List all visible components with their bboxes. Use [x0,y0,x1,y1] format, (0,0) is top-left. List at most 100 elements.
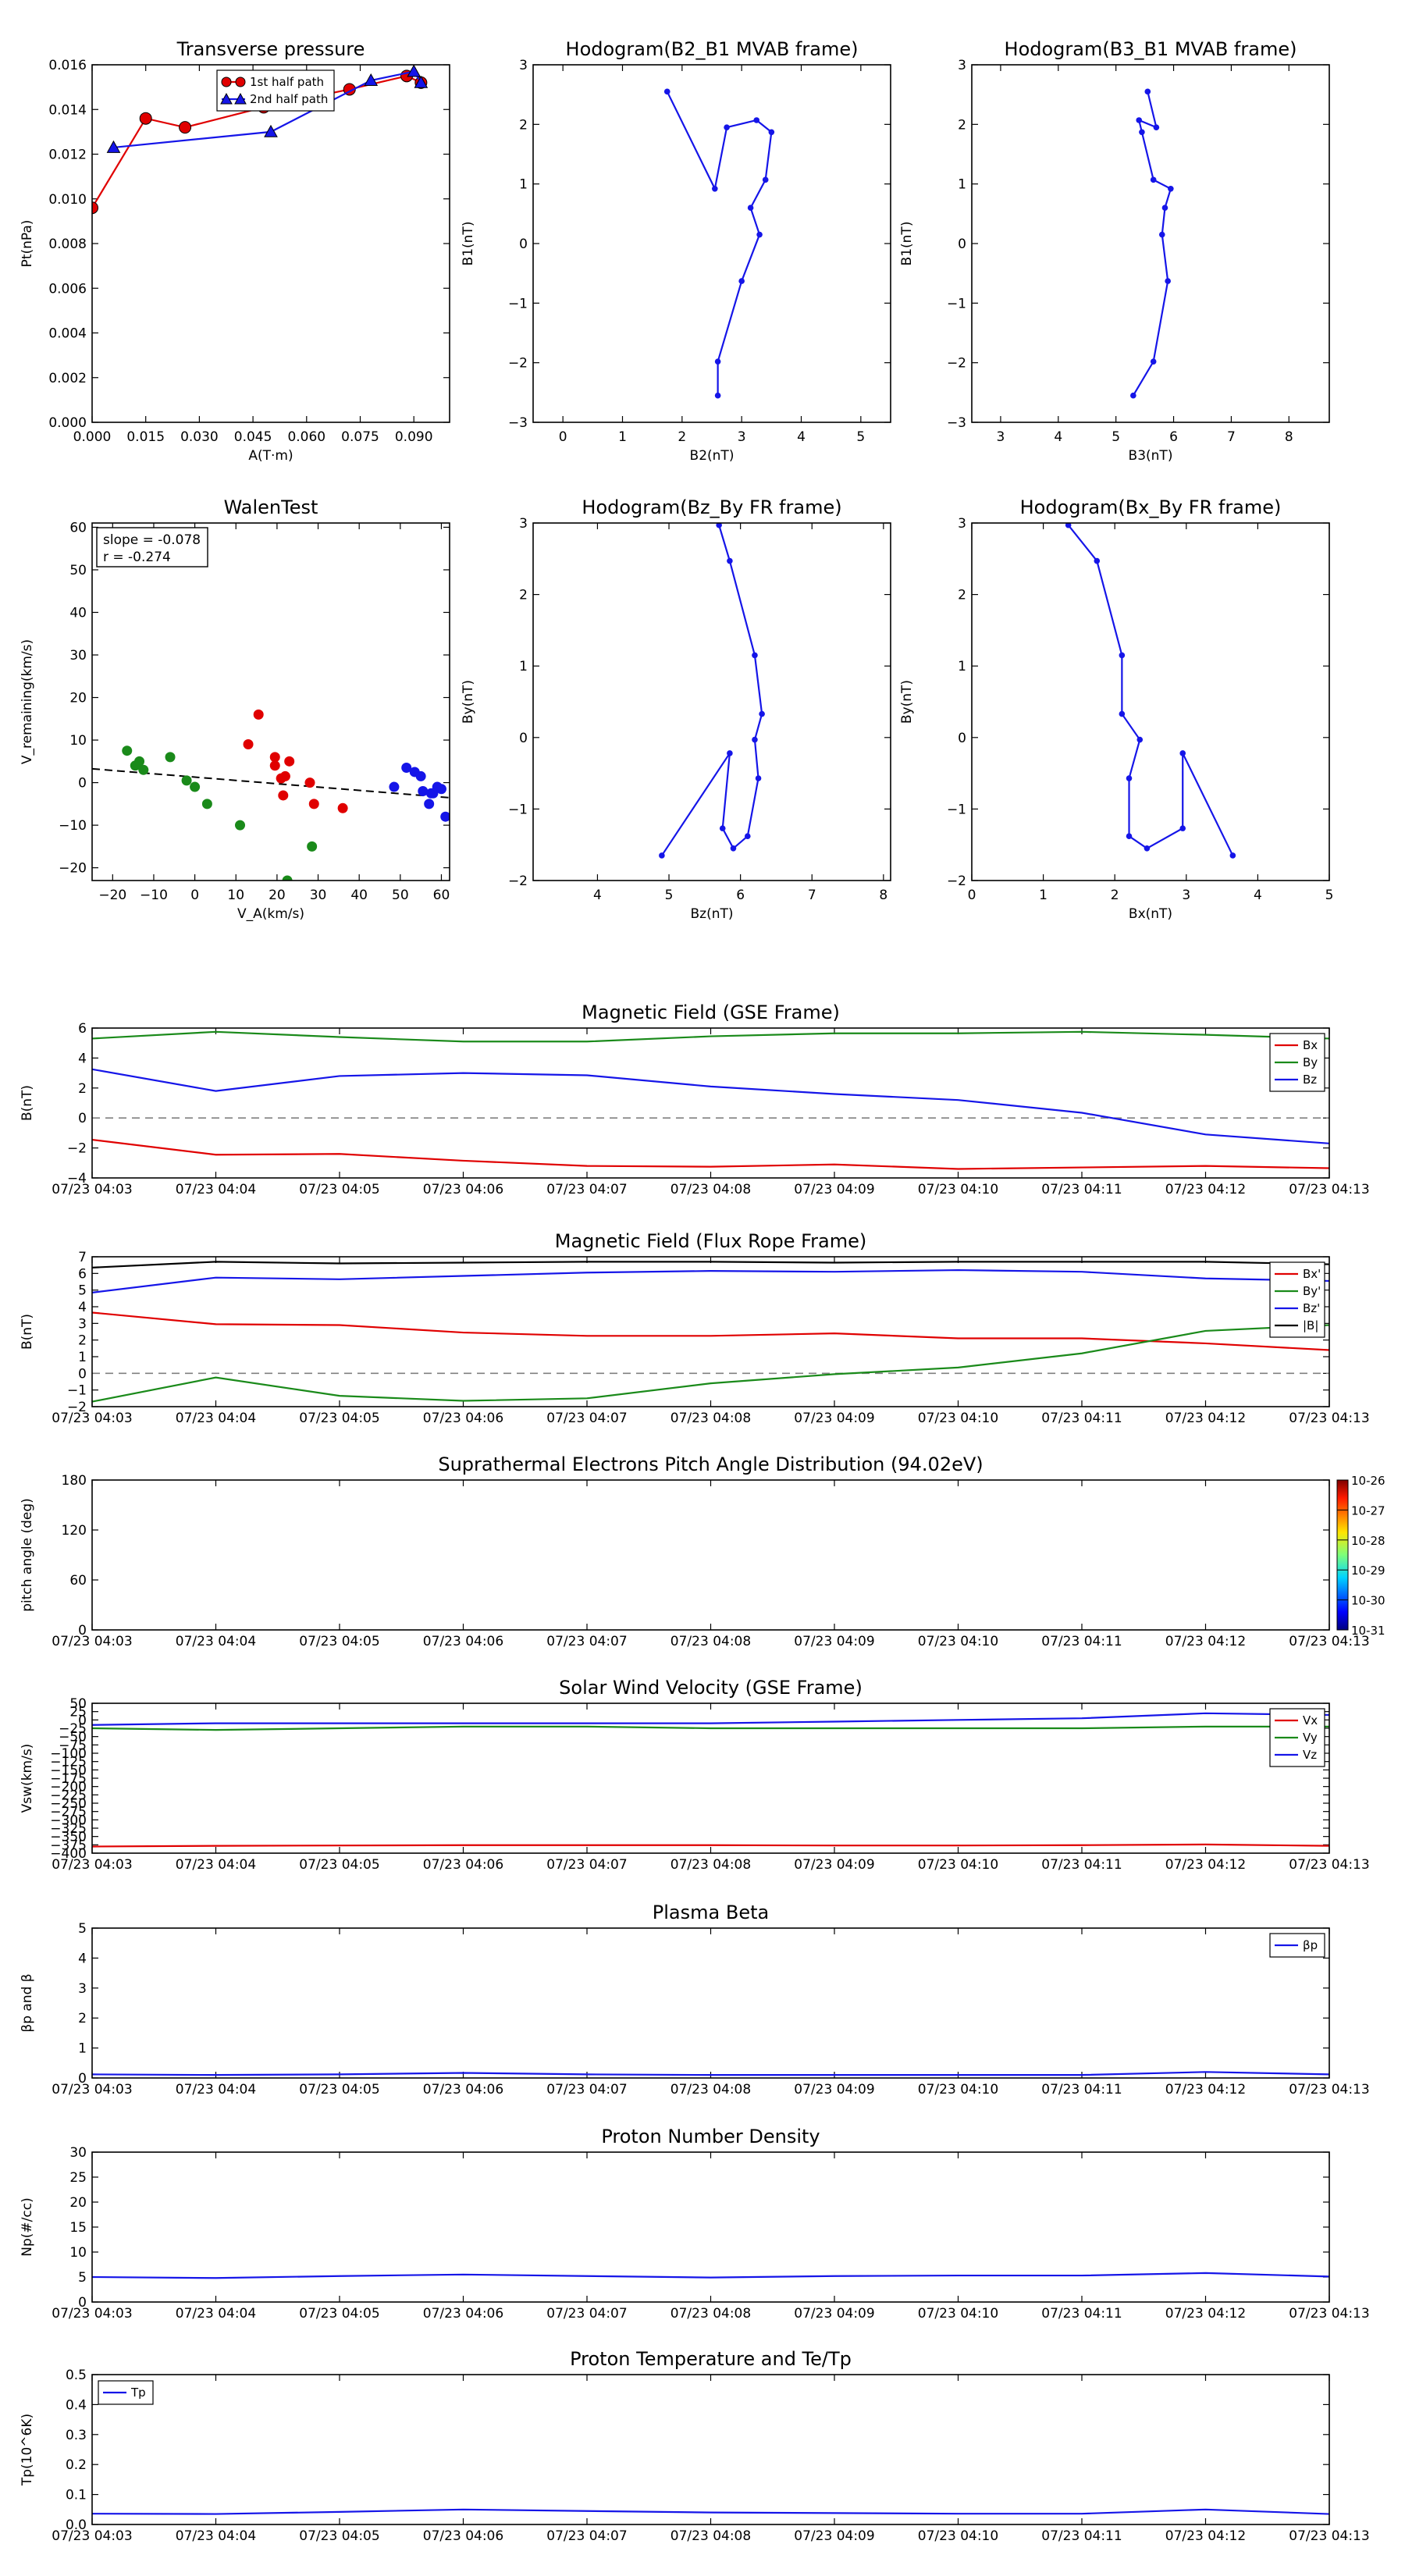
x-tick-label: 07/23 04:13 [1289,2082,1369,2097]
data-point [714,358,721,365]
data-point [1168,185,1174,192]
series-line-βp [92,2071,1329,2076]
colorbar-label: 10-30 [1351,1594,1385,1608]
x-tick-label: 6 [1169,429,1178,445]
y-tick-label: −400 [50,1846,87,1862]
data-point [364,73,379,86]
axes-frame [971,522,1330,881]
x-tick-label: 07/23 04:10 [918,1857,998,1873]
axes-frame [91,1927,1330,2079]
x-tick-label: 4 [593,888,602,903]
data-point [768,129,775,136]
y-tick-label: −1 [508,296,528,311]
axes-frame [91,2374,1330,2525]
data-point [1165,278,1171,284]
chart-np: Proton Number Density 07/23 04:03 07/23 04… [20,2126,1370,2322]
scatter-point [415,770,426,781]
chart-h2: Hodogram(B3_B1 MVAB frame) 3 4 5 6 7 8 −3 −2 −1 0 1… [899,38,1330,464]
data-point [712,185,718,192]
x-tick-label: 07/23 04:08 [670,1182,751,1197]
x-tick-label: 07/23 04:05 [299,1634,379,1649]
chart-title: Hodogram(B3_B1 MVAB frame) [1005,38,1297,60]
y-tick-label: 0.014 [48,102,87,118]
x-tick-label: 07/23 04:08 [670,1857,751,1873]
chart-pad: Suprathermal Electrons Pitch Angle Distr… [20,1453,1385,1649]
x-tick-label: 6 [736,888,745,903]
x-tick-label: 07/23 04:07 [546,1182,627,1197]
data-point [1150,176,1157,183]
y-tick-label: 10 [69,733,87,749]
x-tick-label: 5 [665,888,674,903]
colorbar-label: 10-28 [1351,1534,1385,1548]
series-line-By' [92,1324,1329,1403]
x-tick-label: 07/23 04:06 [423,2082,503,2097]
series-line-Tp [92,2508,1329,2515]
y-tick-label: −200 [50,1780,87,1795]
legend-label: 1st half path [250,75,324,89]
plot-area [92,2508,1329,2515]
x-tick-label: 07/23 04:11 [1041,2528,1122,2544]
data-point [139,112,152,125]
y-tick-label: −350 [50,1830,87,1845]
legend-label: βp [1303,1938,1318,1952]
axes-frame [91,1479,1330,1631]
y-tick-label: 50 [69,563,87,578]
y-tick-label: 0 [78,2071,87,2087]
legend-label: Tp [130,2386,146,2400]
chart-title: Hodogram(Bz_By FR frame) [582,496,841,518]
x-tick-label: 07/23 04:09 [794,2082,874,2097]
legend-label: By' [1303,1284,1321,1298]
x-tick-label: 07/23 04:07 [546,2082,627,2097]
x-tick-label: 07/23 04:05 [299,2082,379,2097]
chart-title: Suprathermal Electrons Pitch Angle Distr… [438,1453,983,1475]
series-line-0 [1132,91,1172,397]
x-tick-label: 07/23 04:08 [670,2082,751,2097]
data-point [752,652,758,659]
y-tick-label: −375 [50,1838,87,1853]
x-tick-label: 07/23 04:13 [1289,1634,1369,1649]
y-tick-label: 2 [519,588,528,603]
series-line-Bz [92,1068,1329,1144]
annotation-text: slope = -0.078 [103,532,201,548]
x-tick-label: 07/23 04:04 [176,2082,256,2097]
y-tick-label: 4 [78,1300,87,1315]
x-tick-label: 07/23 04:10 [918,2082,998,2097]
chart-title: Plasma Beta [653,1902,769,1923]
y-axis-label: B(nT) [20,1314,35,1350]
y-tick-label: −2 [67,1400,87,1415]
x-tick-label: 07/23 04:09 [794,1182,874,1197]
scatter-point [418,786,429,796]
data-point [1158,231,1165,238]
legend-label: 2nd half path [250,92,328,106]
x-tick-label: 07/23 04:03 [52,2306,132,2322]
y-tick-label: −2 [947,356,966,372]
x-tick-label: 07/23 04:06 [423,1634,503,1649]
x-tick-label: 0.060 [287,429,325,445]
x-tick-label: 07/23 04:05 [299,2528,379,2544]
series-line-0 [666,91,773,396]
plot-area [1065,523,1236,859]
x-tick-label: 07/23 04:04 [176,1634,256,1649]
y-tick-label: 25 [69,2170,87,2186]
x-tick-label: 07/23 04:07 [546,1634,627,1649]
series-line-Vz [92,1712,1329,1726]
x-tick-label: 0.030 [180,429,219,445]
legend-label: Bz' [1303,1301,1320,1315]
plot-area [1130,88,1174,399]
scatter-point [269,752,280,763]
y-tick-label: −100 [50,1746,87,1762]
x-tick-label: 07/23 04:06 [423,2528,503,2544]
y-tick-label: 40 [69,606,87,621]
x-tick-label: 07/23 04:13 [1289,2306,1369,2322]
y-tick-label: 0.2 [66,2457,87,2473]
chart-title: Magnetic Field (GSE Frame) [582,1002,840,1023]
data-point [753,117,760,123]
annotation-text: r = -0.274 [103,550,171,565]
data-point [1136,736,1144,743]
axes-frame [91,1703,1330,1854]
y-tick-label: −2 [67,1141,87,1157]
legend-label: Vx [1303,1713,1318,1727]
y-tick-label: 7 [78,1250,87,1265]
